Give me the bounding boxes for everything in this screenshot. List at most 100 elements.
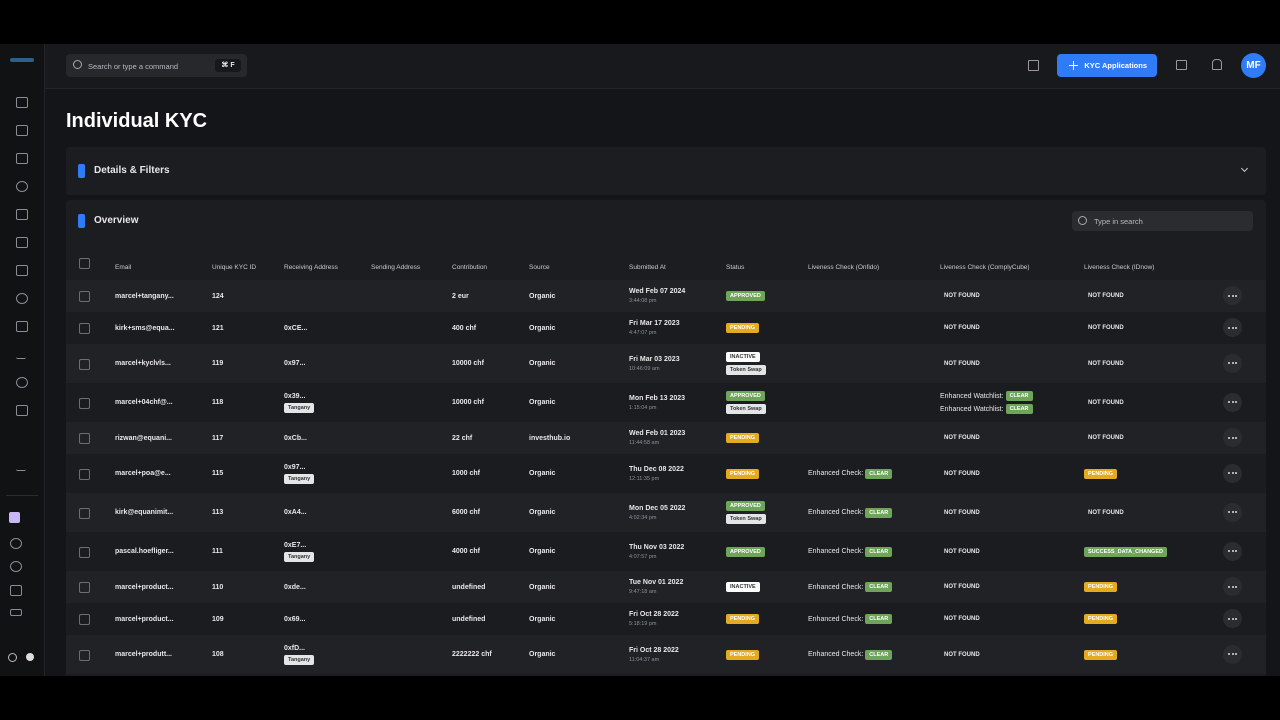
row-checkbox[interactable] (79, 468, 90, 480)
date-cell: Mon Dec 05 2022 4:02:34 pm (629, 493, 685, 532)
row-checkbox[interactable] (79, 397, 90, 409)
command-search[interactable]: Search or type a command ⌘ F (66, 54, 247, 77)
column-header[interactable]: Submitted At (629, 264, 666, 271)
submitted-time: 12:11:35 pm (629, 475, 660, 482)
kyc-applications-button[interactable]: KYC Applications (1057, 54, 1157, 77)
column-header[interactable]: Contribution (452, 264, 488, 271)
row-checkbox[interactable] (79, 649, 90, 661)
row-actions[interactable] (1223, 428, 1242, 447)
nav-help[interactable] (10, 561, 22, 572)
row-actions[interactable] (1223, 392, 1242, 412)
row-actions[interactable] (1223, 463, 1242, 483)
table-row[interactable]: marcel+product... 110 0xde... undefined Orga… (66, 571, 1266, 603)
email: marcel+kyclvls... (115, 360, 171, 367)
row-actions[interactable] (1223, 609, 1242, 628)
nav-expand[interactable] (16, 466, 26, 471)
nav-sign[interactable] (16, 349, 26, 359)
row-actions[interactable] (1223, 577, 1242, 596)
nav-gallery[interactable] (16, 153, 28, 164)
row-actions[interactable] (1223, 353, 1242, 373)
complycube-cell: NOT FOUND (940, 603, 980, 635)
receiving-address: 0x97... (284, 463, 306, 471)
row-actions[interactable] (1223, 502, 1242, 522)
nav-id[interactable] (10, 585, 22, 596)
status-cell: APPROVED Token Swap (726, 493, 766, 532)
source-cell: Organic (529, 312, 555, 344)
notifications-icon[interactable] (1212, 59, 1222, 70)
source: Organic (529, 583, 556, 591)
receiving-cell: 0xfD... Tangany (284, 635, 315, 674)
row-checkbox[interactable] (79, 582, 90, 593)
row-checkbox[interactable] (79, 323, 90, 334)
column-header[interactable]: Receiving Address (284, 264, 338, 271)
submitted-time: 4:07:57 pm (629, 553, 657, 560)
details-panel[interactable]: Details & Filters (66, 147, 1266, 195)
liveness-badge: CLEAR (865, 546, 893, 557)
column-header[interactable]: Liveness Check (ComplyCube) (940, 264, 1030, 271)
header-checkbox[interactable] (79, 258, 90, 269)
idnow-cell: NOT FOUND (1084, 493, 1124, 532)
nav-kyb[interactable] (16, 237, 28, 248)
dark-mode[interactable] (26, 653, 34, 661)
id-cell: 113 (212, 493, 223, 532)
column-header[interactable]: Liveness Check (Onfido) (808, 264, 880, 271)
logo (10, 58, 34, 62)
table-row[interactable]: marcel+product... 109 0x69... undefined Orga… (66, 603, 1266, 635)
status-badge: APPROVED (726, 291, 765, 301)
table-row[interactable]: marcel+tangany... 124 2 eur Organic Wed Feb … (66, 280, 1266, 312)
table-row[interactable]: marcel+kyclvls... 119 0x97... 10000 chf Orga… (66, 344, 1266, 383)
row-checkbox[interactable] (79, 507, 90, 519)
row-checkbox[interactable] (79, 546, 90, 558)
row-checkbox[interactable] (79, 291, 90, 302)
apps-icon[interactable] (1028, 60, 1039, 71)
column-header[interactable]: Email (115, 264, 132, 271)
column-header[interactable]: Unique KYC ID (212, 264, 257, 271)
column-header[interactable]: Sending Address (371, 264, 421, 271)
row-actions[interactable] (1223, 286, 1242, 305)
nav-kyc[interactable] (16, 209, 28, 220)
source-cell: Organic (529, 571, 555, 603)
column-header[interactable]: Liveness Check (IDnow) (1084, 264, 1155, 271)
nav-settings[interactable] (16, 181, 28, 192)
receiving-address: 0xA4... (284, 509, 307, 516)
nav-card[interactable] (16, 265, 28, 276)
user-avatar[interactable]: MF (1241, 53, 1266, 78)
liveness-badge: PENDING (1084, 582, 1118, 592)
table-row[interactable]: marcel+poa@e... 115 0x97... Tangany 1000 chf… (66, 454, 1266, 493)
light-mode[interactable] (8, 653, 17, 662)
org-avatar[interactable] (9, 512, 20, 523)
row-actions[interactable] (1223, 541, 1242, 561)
nav-sync[interactable] (16, 293, 28, 304)
row-actions[interactable] (1223, 644, 1242, 664)
nav-link[interactable] (10, 609, 22, 616)
kyc-id: 118 (212, 399, 224, 406)
nav-home[interactable] (16, 97, 28, 108)
nav-search[interactable] (16, 377, 28, 388)
submitted-time: 11:44:58 am (629, 440, 660, 446)
nav-copy[interactable] (16, 125, 28, 136)
row-checkbox[interactable] (79, 433, 90, 444)
table-search[interactable]: Type in search (1072, 211, 1253, 231)
table-row[interactable]: pascal.hoefliger... 111 0xE7... Tangany 4000… (66, 532, 1266, 571)
complycube-cell: Enhanced Watchlist: CLEAR Enhanced Watchli… (940, 383, 1033, 422)
table-row[interactable]: rizwan@equani... 117 0xCb... 22 chf investhu… (66, 422, 1266, 454)
nav-chart[interactable] (10, 538, 22, 549)
column-header[interactable]: Source (529, 264, 550, 271)
nav-chat[interactable] (16, 405, 28, 416)
idnow-cell: PENDING (1084, 571, 1118, 603)
table-row[interactable]: kirk+sms@equa... 121 0xCE... 400 chf Organic… (66, 312, 1266, 344)
email: rizwan@equani... (115, 434, 173, 442)
table-row[interactable]: marcel+produtt... 108 0xfD... Tangany 222222… (66, 635, 1266, 674)
table-row[interactable]: kirk@equanimit... 113 0xA4... 6000 chf Organ… (66, 493, 1266, 532)
email: marcel+04chf@... (115, 399, 173, 406)
complycube-cell: NOT FOUND (940, 312, 980, 344)
row-checkbox[interactable] (79, 358, 90, 370)
row-checkbox[interactable] (79, 614, 90, 625)
row-actions[interactable] (1223, 318, 1242, 337)
liveness-line: PENDING (1084, 582, 1118, 592)
nav-edit[interactable] (16, 321, 28, 332)
accent (78, 164, 85, 178)
messages-icon[interactable] (1176, 60, 1187, 70)
column-header[interactable]: Status (726, 264, 745, 271)
table-row[interactable]: marcel+04chf@... 118 0x39... Tangany 10000 c… (66, 383, 1266, 422)
